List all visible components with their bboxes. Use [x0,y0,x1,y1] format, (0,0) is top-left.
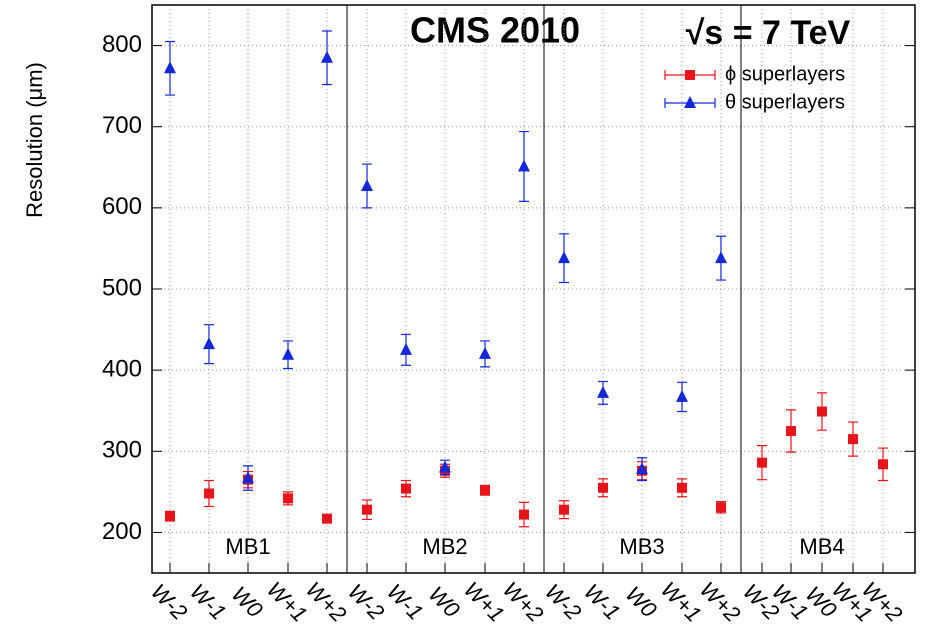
point [400,342,412,355]
point [242,471,254,484]
x-tick-label: W+1 [262,577,312,627]
x-tick-label: W+1 [656,577,706,627]
point [848,434,858,445]
x-tick-label: W+2 [695,577,745,627]
point [282,347,294,360]
y-tick-label: 700 [102,112,142,139]
point [598,482,608,493]
y-tick-label: 500 [102,274,142,301]
y-tick-label: 300 [102,437,142,464]
x-tick-label: W0 [227,581,269,623]
point [878,459,888,470]
x-tick-label: W+2 [301,577,351,627]
x-tick-label: W-2 [343,579,389,625]
point [164,61,176,74]
x-tick-label: W+2 [498,577,548,627]
x-tick-label: W-1 [382,579,428,625]
x-tick-label: W0 [621,581,663,623]
point [165,511,175,522]
group-label: MB1 [225,534,270,559]
point [677,482,687,493]
point [636,462,648,475]
energy-label: √s = 7 TeV [686,14,851,52]
point [439,460,451,473]
point [401,483,411,494]
point [362,504,372,515]
point [685,70,695,80]
group-label: MB2 [422,534,467,559]
point [361,178,373,191]
point [684,96,696,108]
point [817,406,827,417]
point [480,485,490,496]
chart-title: CMS 2010 [410,10,580,51]
point [757,457,767,468]
legend-label: ϕ superlayers [725,63,845,85]
point [715,251,727,264]
point [479,346,491,359]
point [518,159,530,172]
x-tick-label: W0 [424,581,466,623]
point [321,50,333,63]
y-tick-label: 200 [102,518,142,545]
x-tick-label: W-1 [579,579,625,625]
point [322,513,332,524]
y-tick-label: 600 [102,193,142,220]
point [204,488,214,499]
x-tick-label: W-1 [185,579,231,625]
x-tick-label: W+1 [459,577,509,627]
x-tick-label: W-2 [146,579,192,625]
y-tick-label: 400 [102,355,142,382]
group-label: MB3 [619,534,664,559]
legend-label: θ superlayers [725,91,845,113]
point [283,493,293,504]
point [558,251,570,264]
point [786,426,796,436]
point [559,504,569,515]
y-axis-label: Resolution (μm) [22,62,47,218]
point [203,337,215,350]
plot-frame [151,4,916,574]
x-tick-label: W-2 [540,579,586,625]
point [519,509,529,520]
group-label: MB4 [799,534,844,559]
y-tick-label: 800 [102,31,142,58]
point [716,502,726,513]
point [676,389,688,402]
point [597,385,609,398]
